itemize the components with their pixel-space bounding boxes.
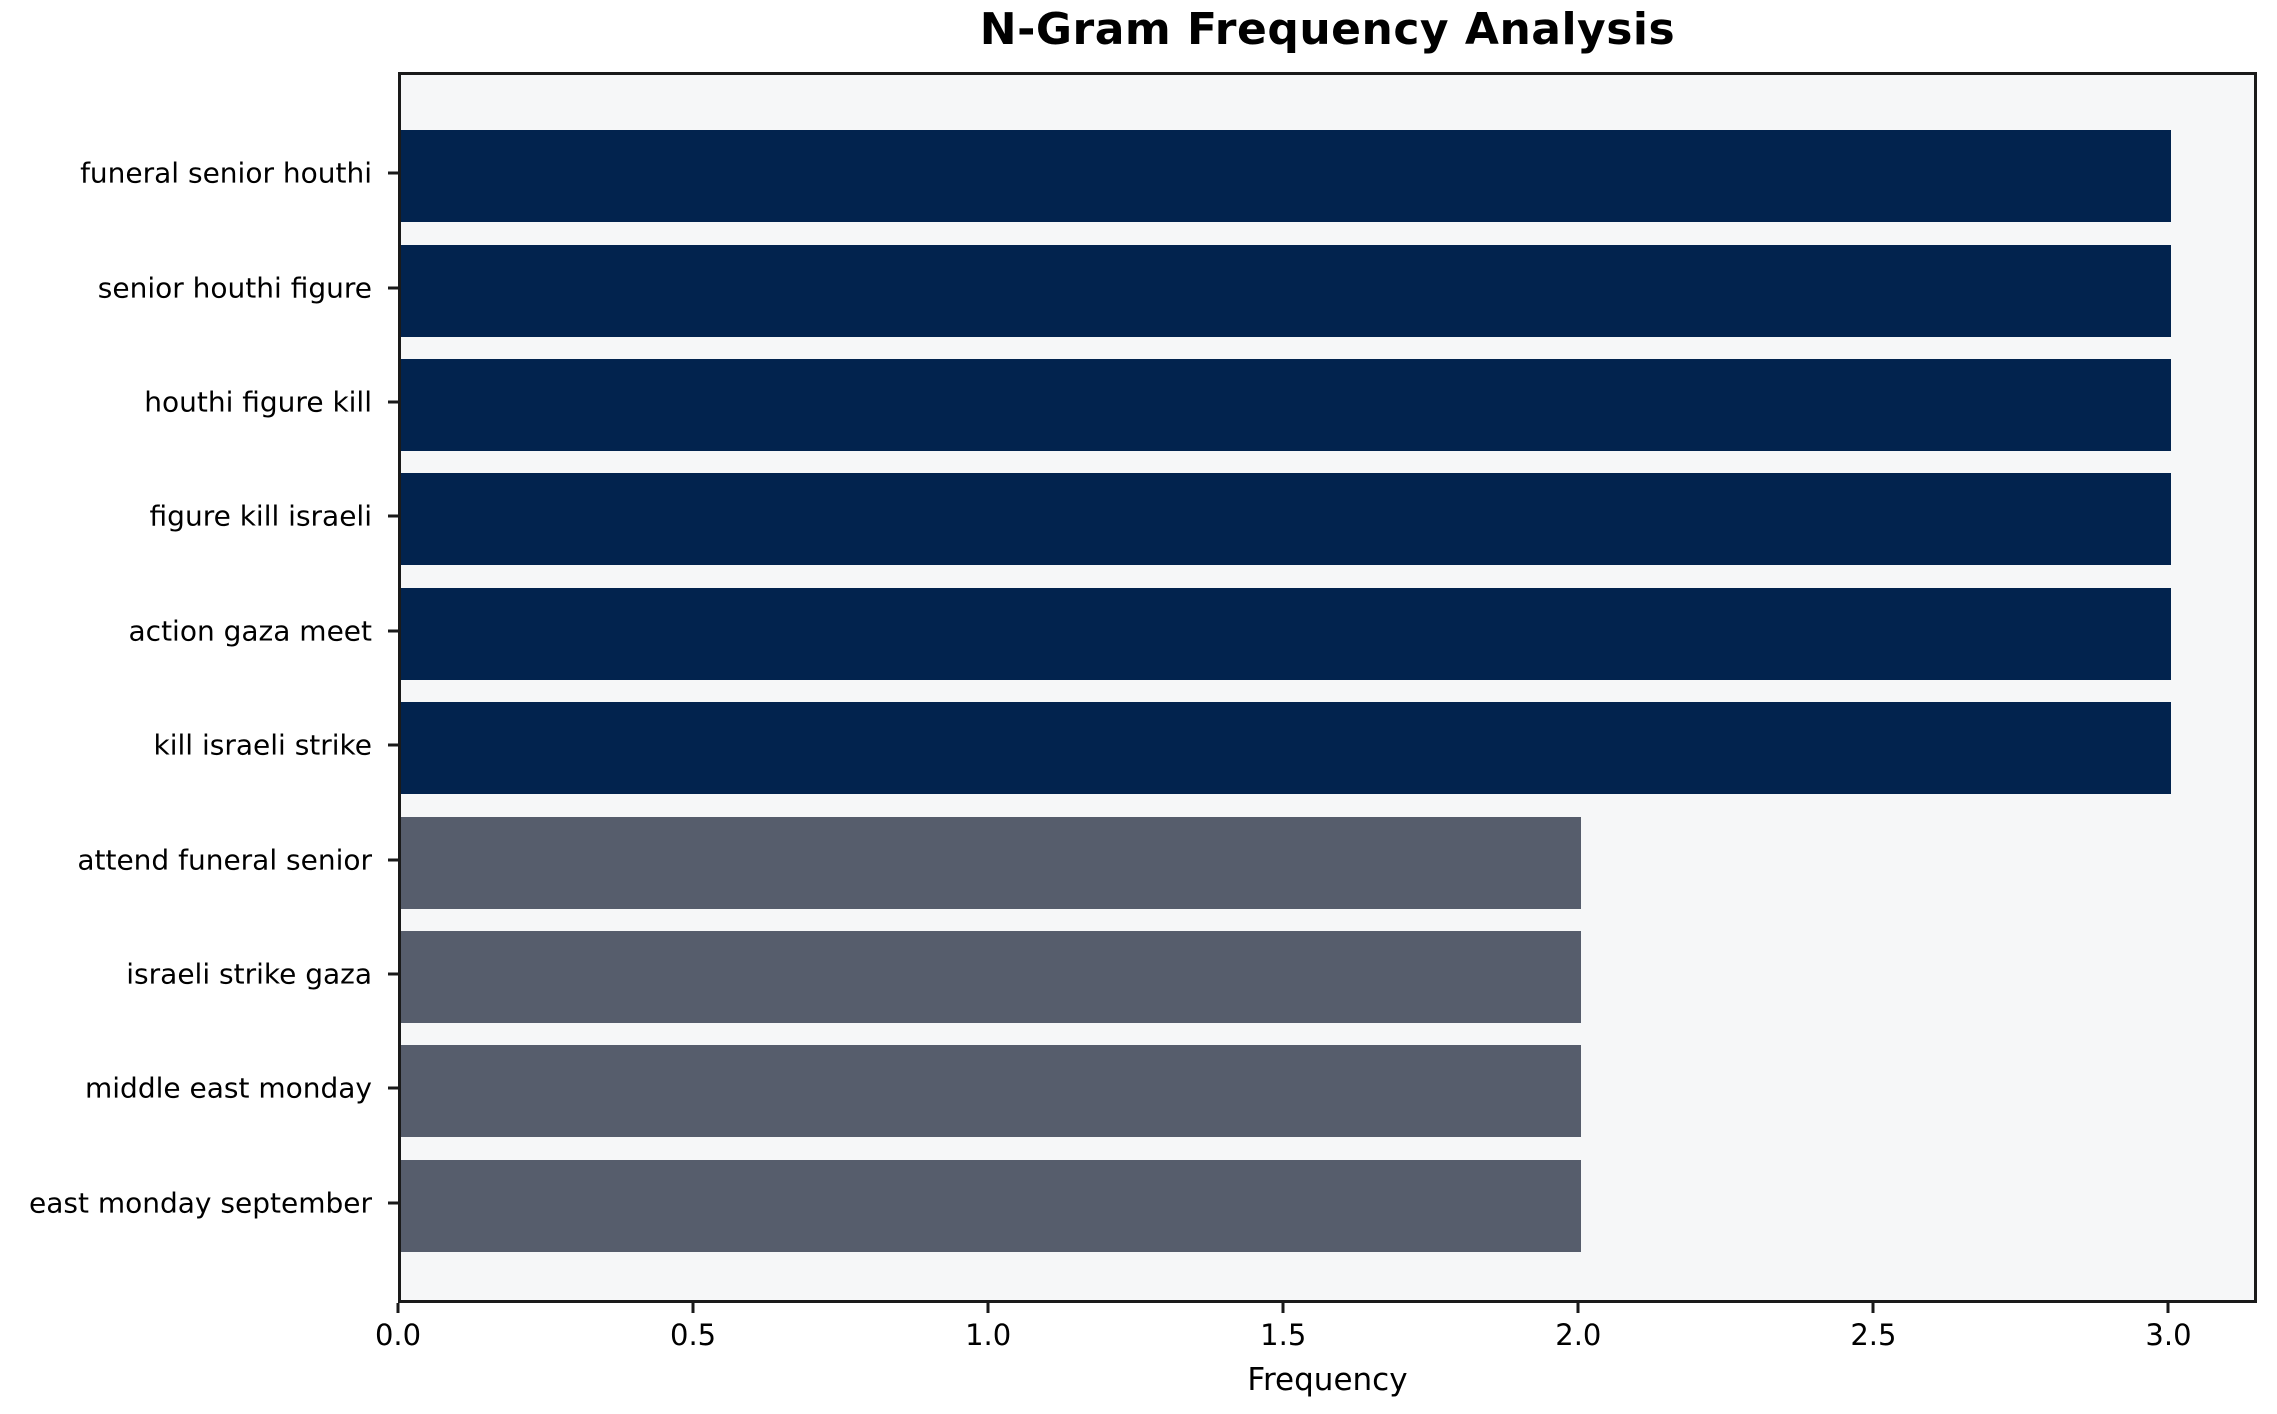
x-tick-mark xyxy=(1871,1303,1875,1313)
y-tick-label: funeral senior houthi xyxy=(80,156,372,190)
y-tick-mark xyxy=(388,743,398,747)
x-tick-mark xyxy=(396,1303,400,1313)
y-tick-label: attend funeral senior xyxy=(77,843,372,877)
chart-bar xyxy=(401,1045,1582,1138)
y-tick-mark xyxy=(388,629,398,633)
y-tick-label: action gaza meet xyxy=(128,614,372,648)
x-tick-label: 0.5 xyxy=(670,1318,717,1352)
chart-bar xyxy=(401,816,1582,909)
chart-bar xyxy=(401,130,2172,223)
chart-bar xyxy=(401,473,2172,566)
chart-bar xyxy=(401,359,2172,451)
y-tick-mark xyxy=(388,400,398,404)
chart-bar xyxy=(401,587,2172,680)
chart-title: N-Gram Frequency Analysis xyxy=(979,4,1676,55)
x-tick-mark xyxy=(691,1303,695,1313)
x-tick-label: 2.0 xyxy=(1555,1318,1602,1352)
y-tick-label: middle east monday xyxy=(84,1071,372,1105)
y-tick-label: senior houthi figure xyxy=(97,271,372,305)
x-tick-mark xyxy=(986,1303,990,1313)
x-tick-mark xyxy=(1576,1303,1580,1313)
x-tick-mark xyxy=(1281,1303,1285,1313)
y-tick-mark xyxy=(388,171,398,175)
y-tick-label: israeli strike gaza xyxy=(126,957,372,991)
y-tick-mark xyxy=(388,1086,398,1090)
y-tick-mark xyxy=(388,514,398,518)
chart-bar xyxy=(401,931,1582,1023)
x-tick-label: 2.5 xyxy=(1850,1318,1897,1352)
y-tick-mark xyxy=(388,858,398,862)
chart-bar xyxy=(401,1159,1582,1252)
plot-area xyxy=(398,72,2257,1303)
y-tick-mark xyxy=(388,972,398,976)
x-tick-label: 3.0 xyxy=(2145,1318,2192,1352)
y-tick-label: kill israeli strike xyxy=(153,728,372,762)
y-tick-label: houthi figure kill xyxy=(144,385,372,419)
chart-bar xyxy=(401,244,2172,337)
y-tick-label: figure kill israeli xyxy=(149,499,372,533)
x-tick-label: 1.0 xyxy=(965,1318,1012,1352)
y-tick-mark xyxy=(388,286,398,290)
y-tick-mark xyxy=(388,1201,398,1205)
x-tick-label: 0.0 xyxy=(374,1318,422,1352)
x-tick-mark xyxy=(2166,1303,2170,1313)
chart-bar xyxy=(401,702,2172,795)
x-tick-label: 1.5 xyxy=(1260,1318,1307,1352)
y-tick-label: east monday september xyxy=(29,1186,372,1220)
x-axis-title: Frequency xyxy=(1247,1362,1408,1398)
